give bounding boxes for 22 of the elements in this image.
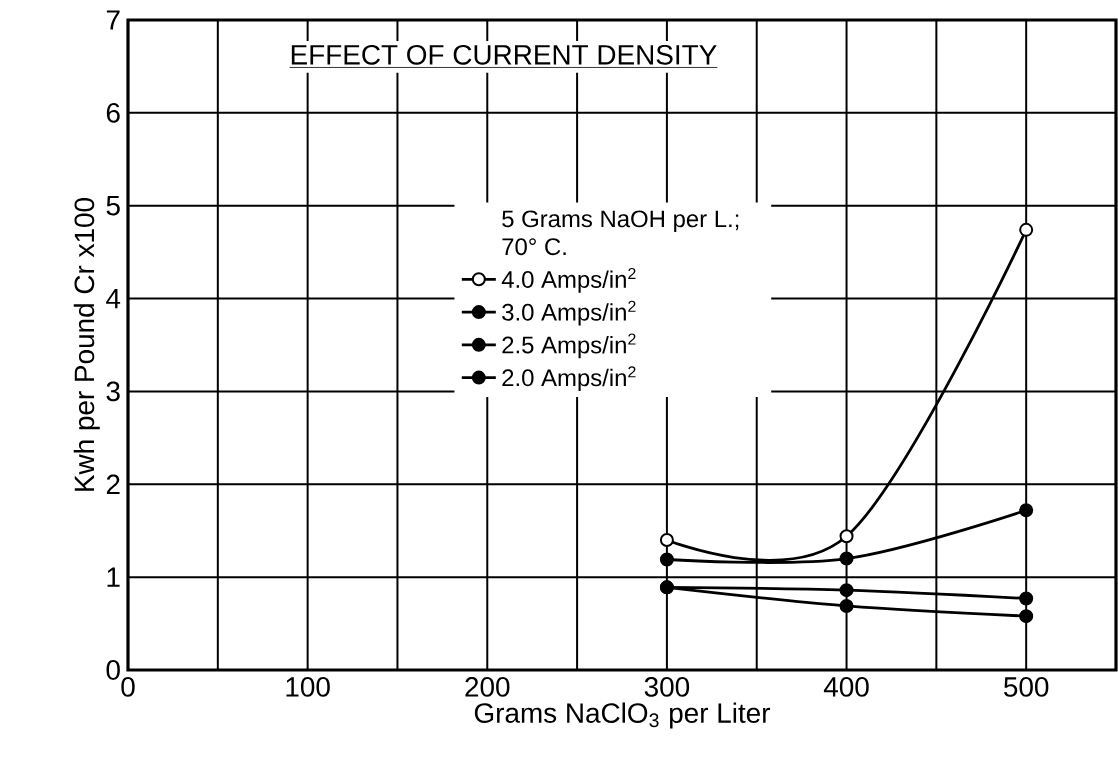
legend-label: 4.0 Amps/in$^{2}$ — [501, 267, 636, 293]
y-tick-label: 4 — [106, 288, 121, 309]
text: EFFECT OF CURRENT DENSITY — [291, 44, 717, 65]
x-tick-label: 0 — [121, 677, 135, 697]
y-tick-label: 0 — [106, 660, 120, 680]
y-tick-label: 5 — [106, 195, 120, 216]
y-tick-label: 2 — [106, 474, 120, 495]
y-tick-label: 1 — [107, 567, 120, 587]
y-tick-label: 7 — [106, 10, 120, 30]
legend-label: 3.0 Amps/in$^{2}$ — [502, 300, 636, 326]
legend-title: 5 Grams NaOH per L.; 70° C. — [502, 210, 739, 256]
y-tick-label: 6 — [106, 102, 120, 123]
y-axis-title: Kwh per Pound Cr x100 — [73, 198, 100, 491]
x-tick-label: 200 — [465, 677, 510, 697]
x-tick-label: 300 — [644, 677, 690, 697]
legend-label: 2.0 Amps/in$^{2}$ — [502, 366, 636, 391]
x-tick-label: 400 — [823, 677, 869, 697]
legend-label: 2.5 Amps/in$^{2}$ — [502, 333, 636, 359]
x-axis-title: Grams NaClO$_{3}$ per Liter — [474, 702, 771, 729]
y-tick-label: 3 — [106, 381, 120, 402]
x-tick-label: 500 — [1004, 677, 1049, 697]
x-tick-label: 100 — [286, 677, 330, 697]
